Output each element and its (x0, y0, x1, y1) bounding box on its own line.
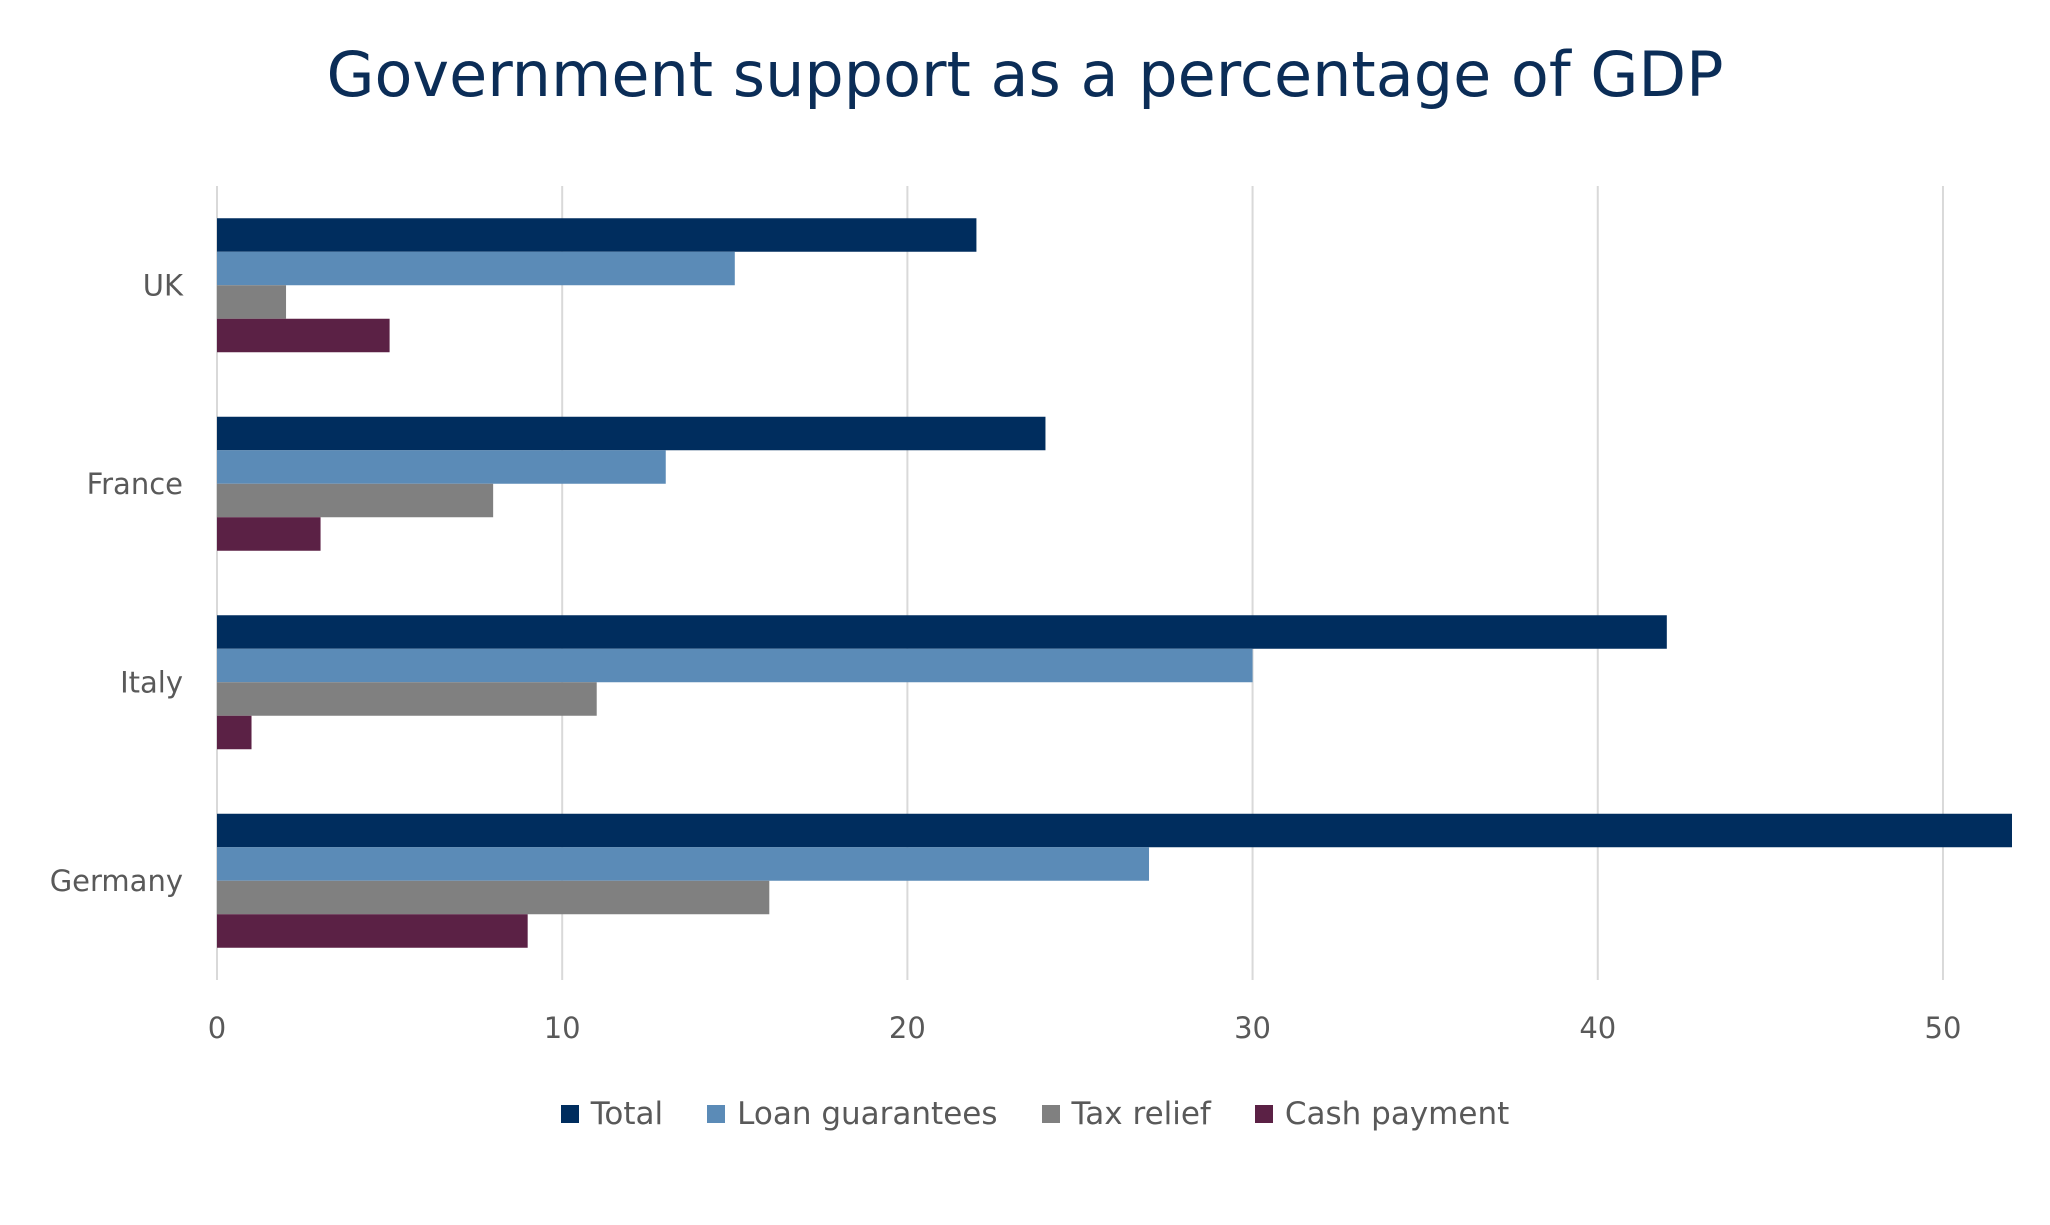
bar-france-cash-payment (217, 517, 321, 551)
bar-germany-tax-relief (217, 880, 770, 915)
x-tick-label: 0 (208, 1011, 226, 1045)
legend-item-loan-guarantees: Loan guarantees (707, 1096, 998, 1132)
bar-italy-cash-payment (217, 715, 252, 750)
legend-swatch (560, 1105, 579, 1123)
legend-label: Tax relief (1071, 1096, 1211, 1132)
bar-germany-total (217, 813, 2012, 848)
x-tick-label: 40 (1579, 1011, 1616, 1045)
bar-uk-loan-guarantees (217, 251, 735, 286)
legend-label: Total (590, 1096, 664, 1132)
category-label: UK (143, 268, 184, 302)
legend-swatch (1041, 1105, 1060, 1123)
bar-germany-cash-payment (217, 914, 528, 948)
chart-title: Government support as a percentage of GD… (326, 38, 1724, 111)
legend: Total Loan guarantees Tax relief Cash payme… (0, 1096, 2050, 1132)
legend-label: Cash payment (1284, 1096, 1510, 1132)
axis-labels: 0 10 20 30 40 50 UK France Italy Germany (50, 268, 1962, 1045)
bar-france-tax-relief (217, 483, 494, 518)
category-label: Italy (120, 665, 183, 699)
bar-italy-loan-guarantees (217, 648, 1253, 683)
x-tick-label: 50 (1925, 1011, 1962, 1045)
bar-germany-loan-guarantees (217, 847, 1150, 881)
x-tick-label: 30 (1234, 1011, 1271, 1045)
bar-uk-tax-relief (217, 285, 287, 319)
bar-uk-cash-payment (217, 318, 390, 353)
x-tick-label: 10 (544, 1011, 581, 1045)
bar-uk-total (217, 218, 977, 252)
legend-swatch (707, 1105, 726, 1123)
bar-italy-tax-relief (217, 682, 597, 716)
bar-france-total (217, 416, 1046, 451)
bar-italy-total (217, 615, 1667, 649)
bar-france-loan-guarantees (217, 450, 666, 484)
legend-item-total: Total (560, 1096, 664, 1132)
legend-item-tax-relief: Tax relief (1041, 1096, 1211, 1132)
category-label: Germany (50, 864, 183, 898)
legend-item-cash-payment: Cash payment (1254, 1096, 1510, 1132)
x-tick-label: 20 (889, 1011, 926, 1045)
legend-swatch (1254, 1105, 1273, 1123)
bars (217, 218, 2012, 948)
category-label: France (87, 467, 183, 501)
legend-label: Loan guarantees (737, 1096, 998, 1132)
